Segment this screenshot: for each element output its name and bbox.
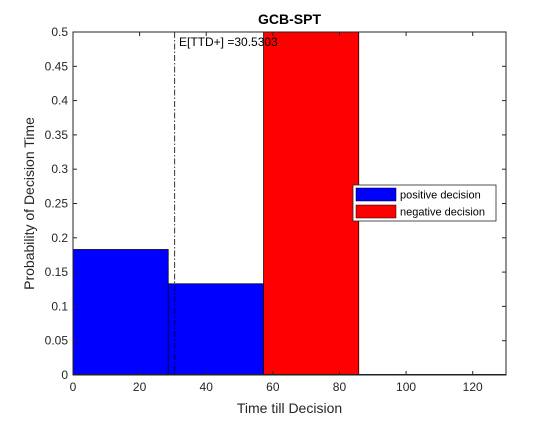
y-tick-label: 0.2 [51, 231, 68, 245]
legend-label-negative: negative decision [400, 207, 485, 219]
y-tick-label: 0.35 [45, 128, 69, 142]
y-tick-label: 0.25 [45, 197, 69, 211]
y-tick-label: 0 [61, 368, 68, 382]
bars-layer [72, 31, 506, 376]
bar-positive-0 [72, 249, 169, 376]
y-tick-label: 0.15 [45, 265, 69, 279]
y-tick-label: 0.1 [51, 299, 68, 313]
reference-line-label: E[TTD+] =30.5303 [179, 35, 278, 49]
x-tick-label: 0 [70, 380, 77, 394]
y-axis-label: Probability of Decision Time [21, 117, 37, 290]
x-tick-label: 80 [333, 380, 347, 394]
legend: positive decision negative decision [352, 184, 497, 222]
legend-label-positive: positive decision [400, 190, 481, 202]
x-tick-label: 100 [396, 380, 416, 394]
y-tick-label: 0.05 [45, 334, 69, 348]
x-tick-label: 120 [463, 380, 483, 394]
legend-swatch-positive [355, 187, 397, 202]
bar-negative-0 [263, 31, 360, 376]
legend-swatch-negative [355, 204, 397, 219]
y-tick-label: 0.5 [51, 25, 68, 39]
chart-title: GCB-SPT [258, 11, 321, 27]
x-tick-label: 40 [200, 380, 214, 394]
bar-positive-1 [167, 283, 264, 376]
y-axis-ticks: 0 0.05 0.1 0.15 0.2 0.25 0.3 0.35 0.4 0.45 0.5 [45, 25, 506, 382]
y-tick-label: 0.4 [51, 94, 68, 108]
x-axis-label: Time till Decision [237, 400, 342, 416]
x-axis-ticks: 0 20 40 60 80 100 120 [70, 32, 483, 394]
x-tick-label: 60 [266, 380, 280, 394]
x-tick-label: 20 [133, 380, 147, 394]
y-tick-label: 0.3 [51, 162, 68, 176]
y-tick-label: 0.45 [45, 59, 69, 73]
